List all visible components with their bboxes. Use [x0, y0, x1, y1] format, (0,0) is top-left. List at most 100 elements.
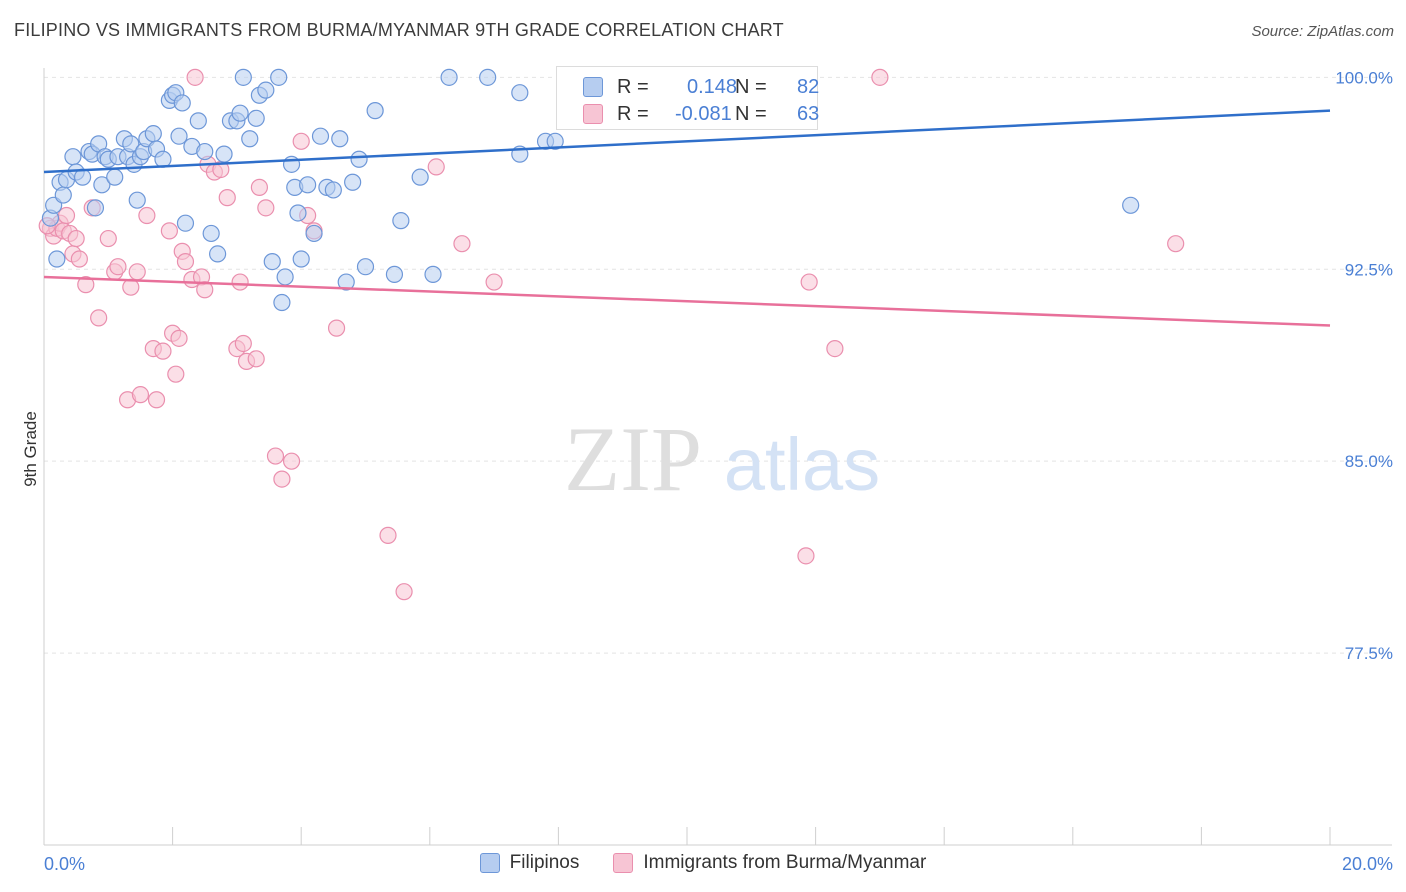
legend-label-filipinos: Filipinos	[509, 852, 580, 873]
burma-point	[218, 189, 236, 207]
trend-lines	[43, 109, 1331, 327]
filipinos-point	[176, 214, 195, 232]
r-label: R =	[617, 102, 649, 125]
filipinos-point	[231, 104, 249, 122]
watermark-atlas: atlas	[724, 423, 880, 506]
burma-point	[147, 391, 166, 409]
burma-point	[379, 526, 397, 544]
filipinos-point	[392, 212, 410, 230]
filipinos-point	[196, 142, 214, 161]
filipinos-point	[273, 293, 291, 312]
x-tick-label: 0.0%	[44, 854, 85, 874]
filipinos-point	[209, 245, 227, 263]
legend-label-burma: Immigrants from Burma/Myanmar	[643, 852, 927, 873]
burma-point	[453, 235, 471, 253]
burma-point	[90, 309, 108, 327]
filipinos-point	[128, 191, 146, 209]
filipinos-point	[324, 181, 342, 199]
burma-point	[800, 273, 818, 291]
filipinos-point	[86, 199, 105, 217]
burma-point	[234, 334, 252, 353]
burma-point	[160, 222, 178, 240]
filipinos-point	[247, 109, 265, 127]
burma-point	[176, 252, 195, 271]
burma-point	[1167, 235, 1185, 253]
filipinos-point	[202, 224, 220, 243]
y-tick-label: 77.5%	[1345, 644, 1393, 663]
legend-item-filipinos[interactable]: Filipinos	[479, 852, 580, 874]
burma-point	[77, 276, 95, 294]
burma-point	[128, 263, 146, 281]
burma-point	[99, 229, 117, 248]
series-filipinos-points	[41, 68, 1140, 312]
filipinos-point	[189, 112, 207, 130]
filipinos-point	[411, 168, 429, 186]
burma-point	[131, 386, 150, 404]
burma-point	[231, 273, 249, 291]
x-tick-label: 20.0%	[1342, 854, 1393, 874]
r-value-burma: -0.081	[675, 102, 732, 125]
filipinos-point	[48, 250, 66, 268]
burma-point	[67, 229, 85, 248]
burma-point	[250, 178, 269, 196]
burma-point	[797, 547, 815, 565]
burma-point	[186, 68, 204, 86]
filipinos-point	[106, 168, 124, 186]
filipinos-swatch	[479, 853, 500, 873]
burma-point	[138, 206, 156, 225]
burma-point	[167, 365, 185, 383]
burma-point	[170, 329, 188, 347]
burma-point	[154, 342, 172, 360]
stats-legend: R = 0.148 N = 82 R = -0.081 N = 63	[556, 66, 820, 130]
n-label: N =	[735, 75, 767, 98]
burma-point	[70, 250, 88, 268]
y-tick-label: 85.0%	[1345, 452, 1393, 471]
filipinos-point	[122, 135, 140, 153]
burma-point	[282, 452, 301, 470]
n-value-burma: 63	[797, 102, 820, 125]
filipinos-point	[292, 250, 310, 268]
filipinos-point	[337, 273, 355, 291]
n-value-filipinos: 82	[797, 75, 820, 98]
filipinos-point	[1122, 196, 1140, 214]
burma-point	[257, 199, 275, 217]
filipinos-point	[546, 132, 564, 150]
burma-point	[57, 206, 76, 225]
filipinos-point	[424, 265, 442, 283]
y-tick-label: 92.5%	[1345, 260, 1393, 279]
burma-point	[871, 68, 889, 86]
burma-point	[485, 273, 503, 291]
burma-point	[273, 470, 291, 488]
n-label: N =	[735, 102, 767, 125]
filipinos-point	[356, 258, 375, 276]
chart-title: FILIPINO VS IMMIGRANTS FROM BURMA/MYANMA…	[14, 20, 784, 40]
y-tick-label: 100.0%	[1335, 68, 1393, 87]
filipinos-point	[385, 265, 404, 283]
filipinos-point	[93, 176, 111, 194]
filipinos-point	[289, 204, 307, 222]
filipinos-point	[440, 68, 458, 86]
source-label: Source: ZipAtlas.com	[1251, 23, 1394, 40]
y-axis-label: 9th Grade	[21, 411, 40, 487]
filipinos-point	[311, 127, 330, 145]
legend-item-burma[interactable]: Immigrants from Burma/Myanmar	[613, 852, 926, 874]
filipinos-point	[511, 84, 529, 102]
tick-labels: 100.0% 92.5% 85.0% 77.5% 0.0% 20.0%	[44, 68, 1393, 874]
burma-point	[395, 583, 413, 601]
filipinos-point	[144, 125, 162, 143]
filipinos-point	[344, 173, 362, 191]
burma-swatch	[583, 104, 603, 124]
axes	[43, 68, 1392, 846]
burma-point	[327, 319, 346, 337]
filipinos-swatch	[583, 77, 603, 97]
filipinos-point	[270, 68, 288, 86]
burma-point	[196, 281, 214, 299]
burma-swatch	[613, 853, 634, 873]
burma-point	[247, 350, 265, 368]
filipinos-point	[241, 130, 259, 148]
filipinos-point	[173, 94, 191, 112]
trend-line-burma	[43, 275, 1331, 327]
filipinos-point	[54, 186, 72, 204]
watermark-zip: ZIP	[564, 408, 702, 510]
